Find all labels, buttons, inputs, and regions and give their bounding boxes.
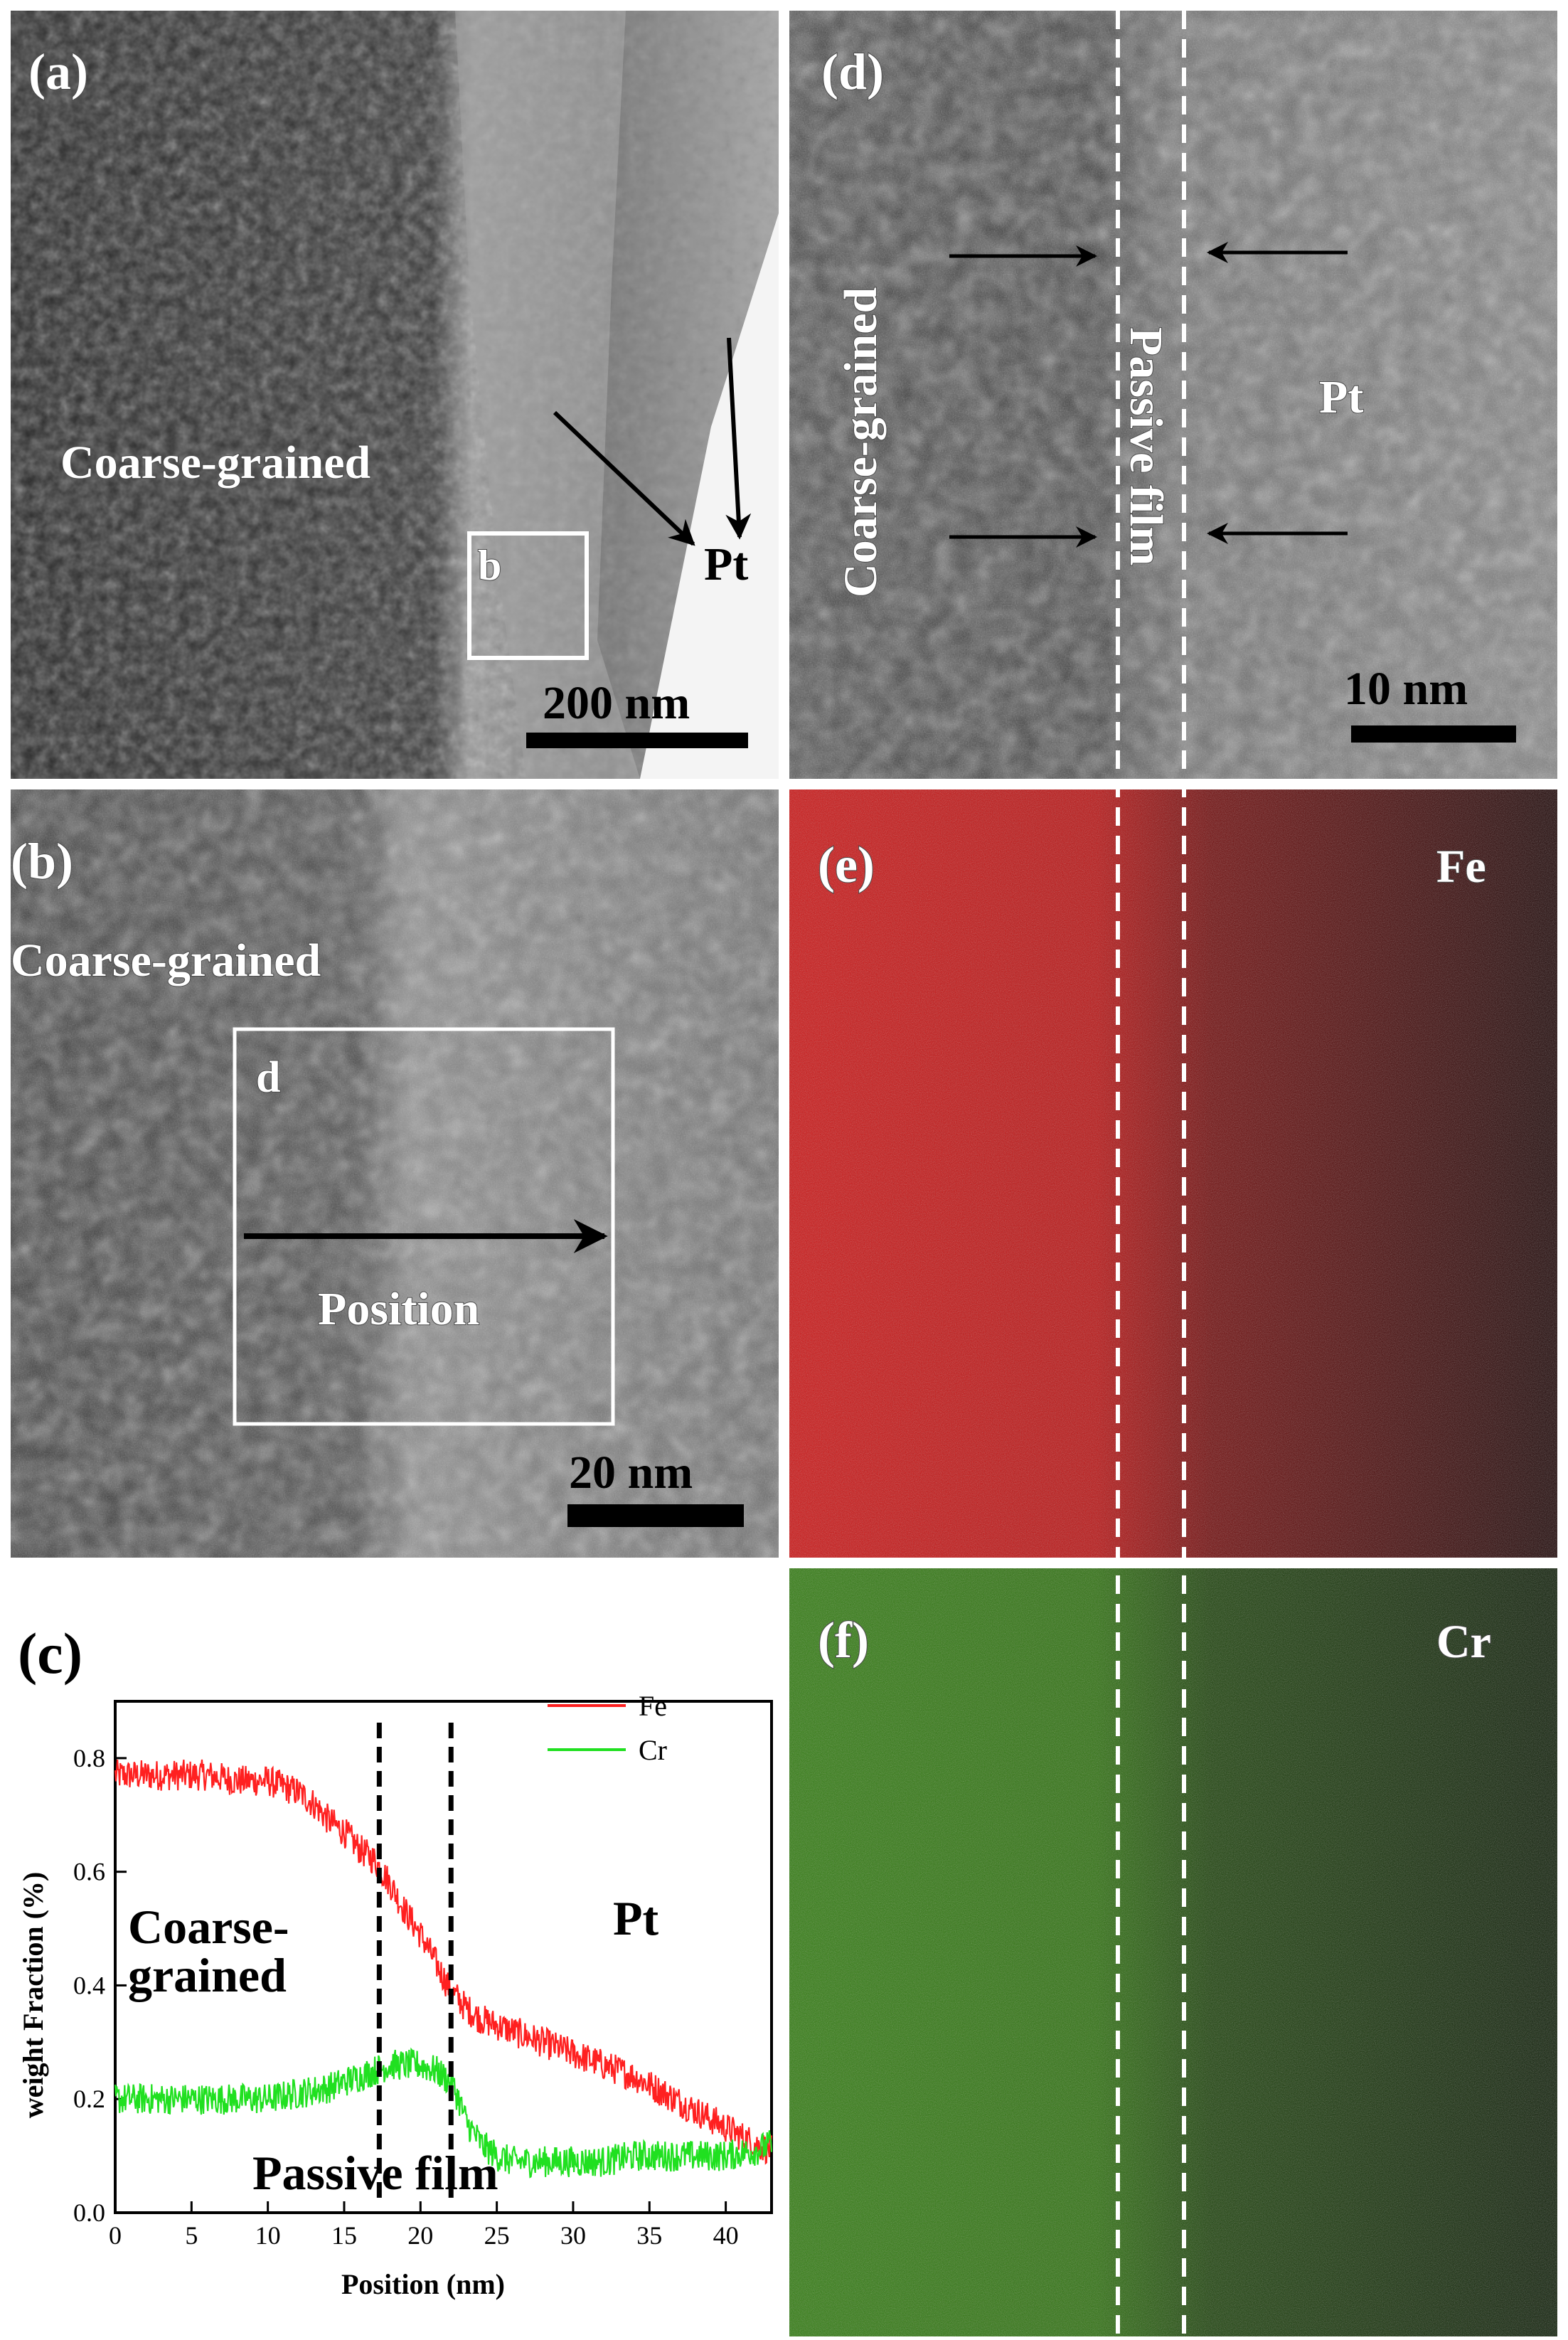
x-tick-label: 15: [331, 2221, 357, 2250]
panel-a-arrow-1: [553, 410, 695, 546]
panel-a-region-label: Coarse-grained: [60, 437, 370, 489]
chart-annotation-passive: Passive film: [252, 2146, 498, 2200]
panel-a-pt-label: Pt: [704, 538, 748, 590]
panel-a-tag: (a): [28, 43, 88, 100]
panel-a-zoom-box: [467, 531, 589, 660]
panel-b-arrow-label: Position: [318, 1283, 479, 1335]
chart-frame-box: [114, 1700, 773, 2214]
x-tick-label: 10: [255, 2221, 281, 2250]
panel-d-film-label: Passive film: [1120, 327, 1172, 565]
chart-annotation-coarse-1: Coarse-: [128, 1900, 289, 1954]
panel-b-region-label: Coarse-grained: [11, 935, 321, 986]
panel-c-chart: (c) 0 5 10 15 20 25 30 35 40 0.0 0.2 0.4 0.6 0.8 weig…: [11, 1568, 779, 2336]
panel-c-background: [11, 1568, 779, 2336]
panel-b-zoom-box: [233, 1027, 615, 1426]
y-tick-label: 0.0: [73, 2198, 105, 2227]
x-tick-label: 5: [185, 2221, 198, 2250]
panel-a-scale-label: 200 nm: [543, 677, 690, 729]
panel-f: (f) Cr: [789, 1568, 1557, 2336]
legend-label-cr: Cr: [639, 1734, 667, 1766]
chart-series: [114, 1759, 773, 2179]
panel-f-texture: [789, 1568, 1557, 2336]
panel-a-pt-outer-band: [597, 11, 779, 779]
panel-a: (a) Coarse-grained Pt b 200 nm: [11, 11, 779, 779]
chart-legend: Fe Cr: [548, 1690, 667, 1766]
panel-b: (b) Coarse-grained d Position 20 nm: [10, 789, 779, 1558]
legend-label-fe: Fe: [639, 1690, 667, 1722]
panel-f-element-label: Cr: [1436, 1616, 1491, 1668]
panel-c-tag: (c): [18, 1621, 82, 1686]
chart-plot-area: [114, 1700, 773, 2214]
x-tick-label: 35: [636, 2221, 662, 2250]
chart-reference-lines: [376, 1723, 454, 2206]
y-tick-label: 0.4: [73, 1971, 105, 1999]
panel-a-scale-bar: [526, 733, 748, 748]
panel-d: (d) Coarse-grained Passive film Pt 10 nm: [789, 11, 1557, 779]
panel-b-tag: (b): [11, 833, 73, 890]
panel-d-scale-bar: [1351, 725, 1516, 743]
panel-e-tag: (e): [818, 836, 875, 893]
panel-e-element-label: Fe: [1436, 841, 1486, 893]
panel-b-fine-texture: [11, 789, 779, 1558]
chart-y-axis-label: weight Fraction (%): [17, 1872, 49, 2119]
series-line-cr: [114, 2047, 773, 2179]
panel-d-boundary-arrows: [949, 242, 1348, 548]
panel-b-scale-label: 20 nm: [569, 1447, 693, 1499]
panel-e: (e) Fe: [789, 789, 1557, 1558]
y-tick-label: 0.2: [73, 2085, 105, 2113]
chart-annotation-pt: Pt: [613, 1891, 659, 1945]
panel-b-box-label: d: [256, 1053, 280, 1102]
panel-a-arrow-2: [725, 337, 752, 540]
x-tick-label: 20: [407, 2221, 433, 2250]
panel-a-box-label: b: [478, 542, 501, 589]
x-tick-label: 0: [109, 2221, 122, 2250]
y-tick-label: 0.6: [73, 1858, 105, 1886]
panel-d-region-label: Coarse-grained: [835, 287, 887, 597]
panel-e-texture: [789, 789, 1557, 1558]
x-tick-label: 30: [560, 2221, 586, 2250]
x-tick-label: 25: [484, 2221, 510, 2250]
panel-a-pt-band: [455, 11, 640, 779]
chart-annotation-coarse-2: grained: [128, 1948, 287, 2002]
panel-d-tag: (d): [821, 43, 884, 100]
passive-film-boundaries: [1116, 11, 1186, 2336]
panel-d-fine-texture: [789, 11, 1557, 779]
y-tick-label: 0.8: [73, 1744, 105, 1772]
series-line-fe: [114, 1759, 773, 2165]
chart-x-axis-label: Position (nm): [341, 2268, 505, 2300]
panel-a-vacuum-region: [640, 213, 779, 779]
chart-ticks: 0 5 10 15 20 25 30 35 40 0.0 0.2 0.4 0.6 0.8: [73, 1744, 739, 2250]
panel-b-scale-bar: [567, 1504, 744, 1527]
x-tick-label: 40: [713, 2221, 739, 2250]
panel-f-tag: (f): [818, 1612, 869, 1669]
panel-d-pt-label: Pt: [1319, 371, 1363, 423]
panel-d-scale-label: 10 nm: [1344, 663, 1468, 715]
